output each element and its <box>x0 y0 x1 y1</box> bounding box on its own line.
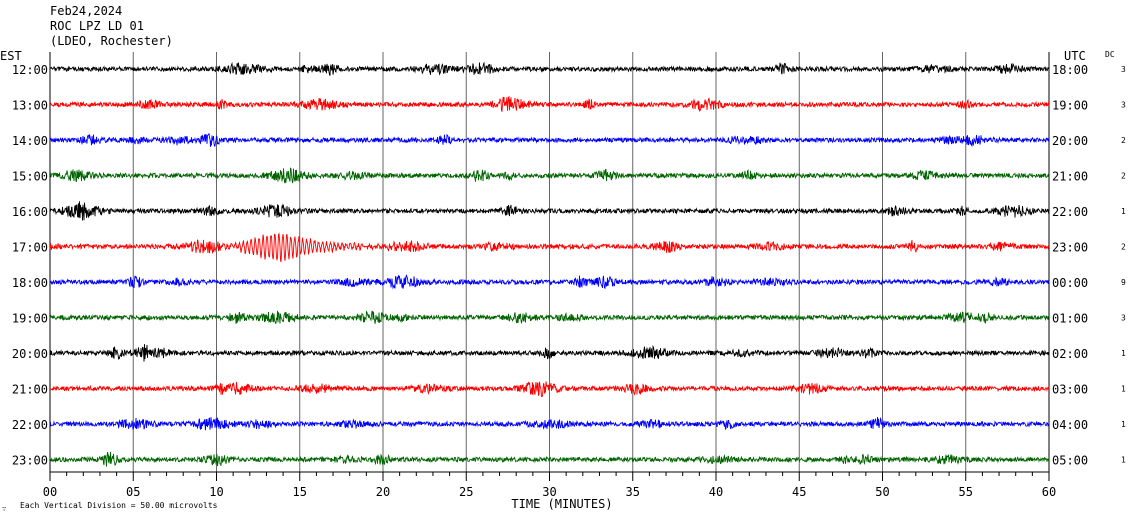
trace-2300 <box>49 451 1050 467</box>
dc-value: 1 <box>1121 456 1126 465</box>
utc-row-label: 00:00 <box>1052 276 1088 290</box>
scale-footnote: Each Vertical Division = 50.00 microvolt… <box>20 501 218 510</box>
utc-row-label: 04:00 <box>1052 418 1088 432</box>
utc-row-label: 20:00 <box>1052 134 1088 148</box>
x-axis-label: TIME (MINUTES) <box>511 497 612 511</box>
grid-lines <box>49 52 1050 481</box>
utc-row-label: 23:00 <box>1052 241 1088 255</box>
utc-row-label: 19:00 <box>1052 99 1088 113</box>
x-tick-label: 00 <box>43 485 57 499</box>
dc-value: 3 <box>1121 65 1126 74</box>
utc-row-label: 21:00 <box>1052 170 1088 184</box>
dc-value: 1 <box>1121 420 1126 429</box>
utc-row-label: 03:00 <box>1052 383 1088 397</box>
x-tick-label: 10 <box>209 485 223 499</box>
chart-date: Feb24,2024 <box>50 4 123 18</box>
dc-value: 9 <box>1121 278 1126 287</box>
trace-1200 <box>49 61 1050 76</box>
dc-value: 2 <box>1121 243 1126 252</box>
axis-labels: 00 05 10 15 20 25 30 35 40 45 50 55 60 TIME (MINUTES)… <box>0 49 1126 513</box>
footnote-marker-icon: ∵ <box>2 505 6 513</box>
trace-2100 <box>49 381 1050 398</box>
est-row-label: 15:00 <box>12 170 48 184</box>
seismic-traces <box>49 61 1050 467</box>
est-axis-label: EST <box>0 49 22 63</box>
trace-1700 <box>49 232 1050 263</box>
trace-1500 <box>49 167 1050 184</box>
est-row-label: 12:00 <box>12 63 48 77</box>
utc-axis-label: UTC <box>1064 49 1086 63</box>
station-network: (LDEO, Rochester) <box>50 34 173 48</box>
est-row-label: 19:00 <box>12 312 48 326</box>
est-row-label: 20:00 <box>12 347 48 361</box>
x-tick-label: 40 <box>709 485 723 499</box>
est-row-label: 21:00 <box>12 383 48 397</box>
dc-value: 2 <box>1121 136 1126 145</box>
trace-1900 <box>49 310 1050 324</box>
trace-2200 <box>49 416 1050 431</box>
x-tick-label: 15 <box>293 485 307 499</box>
utc-row-label: 05:00 <box>1052 454 1088 468</box>
est-row-label: 14:00 <box>12 134 48 148</box>
trace-2000 <box>49 344 1050 362</box>
trace-1400 <box>49 132 1050 148</box>
utc-row-label: 22:00 <box>1052 205 1088 219</box>
x-tick-label: 20 <box>376 485 390 499</box>
utc-row-label: 18:00 <box>1052 63 1088 77</box>
station-code: ROC LPZ LD 01 <box>50 19 144 33</box>
utc-row-label: 02:00 <box>1052 347 1088 361</box>
est-row-label: 22:00 <box>12 418 48 432</box>
dc-value: 3 <box>1121 314 1126 323</box>
x-tick-label: 45 <box>792 485 806 499</box>
est-row-label: 17:00 <box>12 241 48 255</box>
dc-value: 3 <box>1121 101 1126 110</box>
dc-value: 1 <box>1121 385 1126 394</box>
est-row-label: 23:00 <box>12 454 48 468</box>
x-tick-label: 60 <box>1042 485 1056 499</box>
dc-value: 1 <box>1121 349 1126 358</box>
trace-1800 <box>49 274 1050 290</box>
trace-1600 <box>49 201 1050 221</box>
est-row-label: 13:00 <box>12 99 48 113</box>
x-tick-label: 25 <box>459 485 473 499</box>
dc-value: 1 <box>1121 207 1126 216</box>
dc-label: DC <box>1105 50 1115 59</box>
x-tick-label: 50 <box>875 485 889 499</box>
dc-value: 2 <box>1121 172 1126 181</box>
x-tick-label: 55 <box>959 485 973 499</box>
x-tick-label: 05 <box>126 485 140 499</box>
utc-row-label: 01:00 <box>1052 312 1088 326</box>
x-tick-label: 35 <box>626 485 640 499</box>
trace-1300 <box>49 95 1050 113</box>
x-tick-label: 30 <box>542 485 556 499</box>
est-row-label: 16:00 <box>12 205 48 219</box>
est-row-label: 18:00 <box>12 276 48 290</box>
